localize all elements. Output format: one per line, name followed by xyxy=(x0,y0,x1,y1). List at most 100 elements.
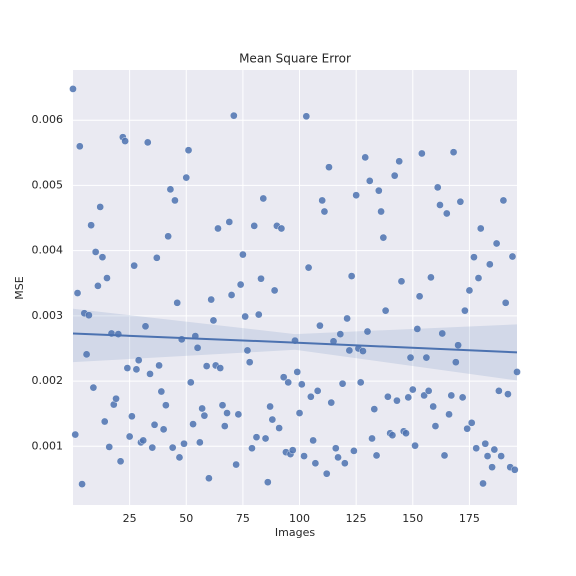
point xyxy=(234,410,243,419)
point xyxy=(116,457,125,466)
point xyxy=(250,222,259,230)
point xyxy=(153,254,161,262)
point xyxy=(162,401,170,410)
point xyxy=(121,137,129,145)
point xyxy=(427,273,435,282)
point xyxy=(488,463,496,471)
point xyxy=(368,434,376,443)
point xyxy=(336,330,345,338)
point xyxy=(343,314,351,323)
point xyxy=(449,148,458,156)
point xyxy=(479,479,487,488)
point xyxy=(159,425,168,434)
point xyxy=(193,344,202,352)
point xyxy=(461,306,469,315)
point xyxy=(150,420,159,429)
point xyxy=(202,362,211,370)
point xyxy=(463,424,471,433)
point xyxy=(352,191,360,200)
point xyxy=(490,445,499,454)
point xyxy=(397,277,406,286)
point xyxy=(78,480,86,488)
point xyxy=(288,446,297,455)
point xyxy=(508,252,517,261)
point xyxy=(175,453,184,462)
point xyxy=(196,438,204,447)
trend-line xyxy=(72,332,518,354)
point xyxy=(148,443,157,452)
point xyxy=(447,391,456,400)
x-tick-label: 100 xyxy=(289,512,310,525)
point xyxy=(476,224,485,233)
point xyxy=(125,432,134,441)
point xyxy=(89,383,98,392)
point xyxy=(245,358,254,366)
point xyxy=(431,422,440,430)
point xyxy=(379,233,388,242)
point xyxy=(270,286,279,295)
point xyxy=(372,451,381,460)
point xyxy=(275,424,283,432)
point xyxy=(361,153,370,162)
point xyxy=(404,393,413,402)
point xyxy=(141,322,150,331)
point xyxy=(370,405,379,413)
point xyxy=(264,478,272,486)
point xyxy=(420,391,428,400)
point xyxy=(82,350,91,359)
point xyxy=(75,142,84,151)
point xyxy=(456,197,465,206)
y-tick-label: 0.001 xyxy=(32,439,64,452)
point xyxy=(103,274,111,282)
point xyxy=(422,353,431,362)
point xyxy=(168,443,177,452)
point xyxy=(495,387,503,395)
point xyxy=(284,378,293,387)
point xyxy=(216,364,225,372)
point xyxy=(395,157,404,166)
point xyxy=(347,272,356,280)
x-tick-label: 75 xyxy=(236,512,250,525)
point xyxy=(166,185,175,194)
point xyxy=(130,261,138,270)
point xyxy=(311,459,320,468)
point xyxy=(236,280,245,289)
point xyxy=(316,321,324,330)
point xyxy=(497,452,505,460)
point xyxy=(504,390,512,398)
point xyxy=(105,443,114,451)
point xyxy=(436,201,444,209)
point xyxy=(313,387,322,395)
point xyxy=(295,409,304,417)
x-tick-label: 25 xyxy=(123,512,137,525)
point xyxy=(230,111,238,120)
point xyxy=(474,274,483,282)
point xyxy=(388,431,397,440)
point xyxy=(69,85,77,93)
point xyxy=(209,316,218,325)
point xyxy=(96,203,104,211)
point xyxy=(259,194,268,203)
point xyxy=(164,232,172,241)
point xyxy=(87,221,95,230)
point xyxy=(186,378,195,387)
y-tick-label: 0.004 xyxy=(32,244,64,257)
point xyxy=(483,452,492,460)
point xyxy=(132,365,141,374)
point xyxy=(205,474,213,483)
x-tick-label: 125 xyxy=(346,512,367,525)
point xyxy=(467,419,476,427)
point xyxy=(100,417,109,426)
point xyxy=(220,422,229,430)
point xyxy=(261,434,270,443)
point xyxy=(112,394,120,403)
point xyxy=(318,196,326,205)
point xyxy=(128,412,136,421)
point xyxy=(458,393,467,402)
x-axis-label: Images xyxy=(275,526,315,539)
chart-title: Mean Square Error xyxy=(239,52,351,66)
point xyxy=(452,358,460,366)
point xyxy=(207,295,215,304)
point xyxy=(225,218,234,226)
